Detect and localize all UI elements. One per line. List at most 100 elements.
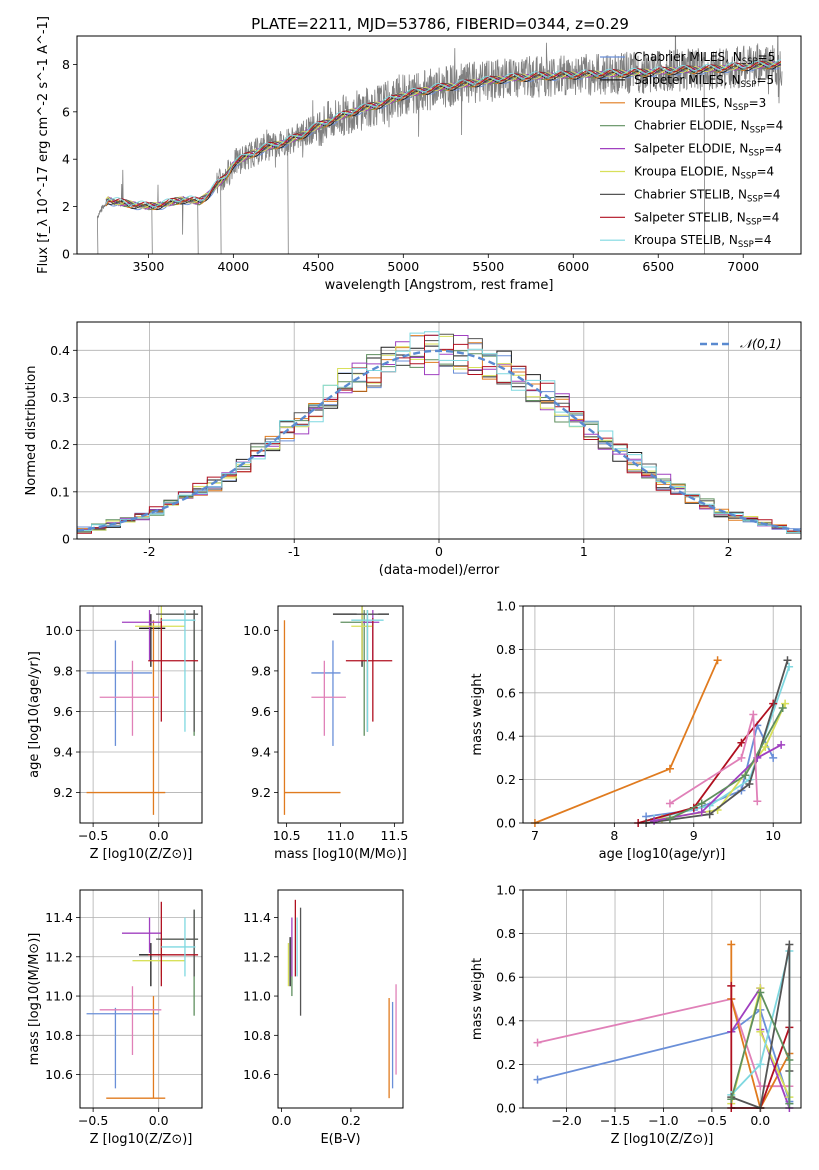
data-point xyxy=(156,610,199,732)
legend-label: Chabrier STELIB, NSSP=4 xyxy=(634,187,781,204)
y-tick-label: 9.4 xyxy=(53,745,73,760)
weight-marker xyxy=(741,771,750,780)
legend-label: 𝒩(0,1) xyxy=(740,336,782,351)
x-tick-label: −0.5 xyxy=(697,1113,727,1128)
x-tick-label: -1 xyxy=(288,544,300,559)
legend-label: Kroupa ELODIE, NSSP=4 xyxy=(634,165,774,182)
data-point xyxy=(158,909,199,1016)
weight_vs_age-panel: 7 8 9 10 0.0 0.2 0.4 0.6 0.8 1.0 age [log10(age/yr… xyxy=(470,599,802,862)
x-tick-label: −0.5 xyxy=(78,828,108,843)
residuals-panel: -2 -1 0 1 2 0 0.1 0.2 0.3 0.4 (data-model)/error No… xyxy=(24,321,802,578)
y-axis-label: mass weight xyxy=(470,673,485,755)
y-tick-label: 10.0 xyxy=(243,623,271,638)
axes-frame xyxy=(76,321,802,540)
data-point xyxy=(99,986,162,1055)
y-tick-label: 6 xyxy=(62,104,70,119)
x-tick-label: −1.0 xyxy=(648,1113,678,1128)
weight-marker xyxy=(756,988,765,997)
y-tick-label: 10.8 xyxy=(243,1028,271,1043)
x-axis-label: E(B-V) xyxy=(320,1132,360,1147)
y-tick-label: 4 xyxy=(62,152,70,167)
residual-histogram xyxy=(77,331,801,534)
x-tick-label: −1.5 xyxy=(600,1113,630,1128)
weight-marker xyxy=(727,981,736,990)
legend-label: Chabrier MILES, NSSP=5 xyxy=(634,50,775,67)
y-tick-label: 9.6 xyxy=(53,704,73,719)
y-tick-label: 11.4 xyxy=(243,910,271,925)
weight-marker xyxy=(756,1060,765,1069)
weight-marker xyxy=(697,799,706,808)
x-tick-label: 0.0 xyxy=(750,1113,770,1128)
x-tick-label: 7000 xyxy=(727,259,759,274)
y-tick-label: 11.0 xyxy=(243,989,271,1004)
y-tick-label: 1.0 xyxy=(496,883,516,898)
data-point xyxy=(156,909,199,977)
x-tick-label: 8 xyxy=(610,828,618,843)
data-point xyxy=(161,917,196,977)
y-tick-label: 9.4 xyxy=(251,745,271,760)
weight-series xyxy=(661,703,786,820)
weight-marker xyxy=(749,710,758,719)
weight-marker xyxy=(533,1038,542,1047)
y-tick-label: 0.6 xyxy=(496,685,516,700)
mass_vs_Z-panel: −0.5 0.0 10.6 10.8 11.0 11.2 11.4 Z [log10(Z/Z⊙… xyxy=(27,889,203,1147)
data-point xyxy=(106,996,166,1099)
weight-marker xyxy=(769,753,778,762)
weight_vs_Z-panel: −2.0 −1.5 −1.0 −0.5 0.0 0.0 0.2 0.4 0.6 0.8 1.0 Z [… xyxy=(470,883,802,1147)
weight-marker xyxy=(697,808,706,817)
data-point xyxy=(121,610,162,661)
y-tick-label: 0 xyxy=(62,247,70,262)
weight-series xyxy=(730,989,791,1104)
x-tick-label: 0 xyxy=(435,544,443,559)
weight-marker xyxy=(756,1082,765,1091)
age_vs_Z-panel: −0.5 0.0 9.2 9.4 9.6 9.8 10.0 Z [log10(Z/Z⊙)] ag… xyxy=(27,605,203,862)
weight-marker xyxy=(778,703,787,712)
legend-label: Salpeter STELIB, NSSP=4 xyxy=(634,210,779,227)
x-axis-label: Z [log10(Z/Z⊙)] xyxy=(90,1132,193,1147)
y-tick-label: 0.1 xyxy=(50,484,70,499)
x-axis-label: Z [log10(Z/Z⊙)] xyxy=(90,847,193,862)
legend-label: Kroupa MILES, NSSP=3 xyxy=(634,96,766,113)
weight-marker xyxy=(781,699,790,708)
weight-marker xyxy=(665,814,674,823)
spectrum-panel: 3500 4000 4500 5000 5500 6000 6500 7000 0 2 4 6 8 wav… xyxy=(36,16,802,293)
x-tick-label: 7 xyxy=(531,828,539,843)
weight-marker xyxy=(785,1099,794,1108)
x-tick-label: 0.0 xyxy=(272,1113,292,1128)
data-point xyxy=(332,606,389,667)
x-axis-label: age [log10(age/yr)] xyxy=(599,847,726,862)
y-tick-label: 0.2 xyxy=(50,437,70,452)
data-point xyxy=(86,620,166,815)
weight-marker xyxy=(665,764,674,773)
weight-marker xyxy=(777,740,786,749)
weight-marker xyxy=(705,810,714,819)
x-tick-label: 0.0 xyxy=(149,828,169,843)
weight-marker xyxy=(727,940,736,949)
x-tick-label: 5500 xyxy=(472,259,504,274)
data-point xyxy=(148,901,199,987)
y-tick-label: 0.3 xyxy=(50,390,70,405)
weight-marker xyxy=(737,738,746,747)
x-tick-label: 0.0 xyxy=(149,1113,169,1128)
x-tick-label: 5000 xyxy=(387,259,419,274)
weight-marker xyxy=(745,779,754,788)
data-point xyxy=(311,660,346,736)
x-tick-label: 11.5 xyxy=(380,828,408,843)
y-tick-label: 11.4 xyxy=(45,910,73,925)
weight-marker xyxy=(713,656,722,665)
y-tick-label: 0.0 xyxy=(496,816,516,831)
data-point xyxy=(86,1007,159,1089)
weight-marker xyxy=(533,1075,542,1084)
weight-marker xyxy=(783,656,792,665)
y-axis-label: Flux [f_λ 10^-17 erg cm^-2 s^-1 A^-1] xyxy=(36,16,51,274)
weight-series xyxy=(653,666,790,820)
age_vs_mass-panel: 10.5 11.0 11.5 9.2 9.4 9.6 9.8 10.0 mass [log10(… xyxy=(243,605,408,862)
axes-frame xyxy=(522,605,802,824)
x-tick-label: 9 xyxy=(690,828,698,843)
weight-marker xyxy=(727,1095,736,1104)
axes-frame xyxy=(79,889,203,1109)
y-tick-label: 11.2 xyxy=(243,949,271,964)
residual-histogram xyxy=(77,335,801,532)
y-tick-label: 11.0 xyxy=(45,989,73,1004)
figure-title: PLATE=2211, MJD=53786, FIBERID=0344, z=0… xyxy=(251,15,629,33)
